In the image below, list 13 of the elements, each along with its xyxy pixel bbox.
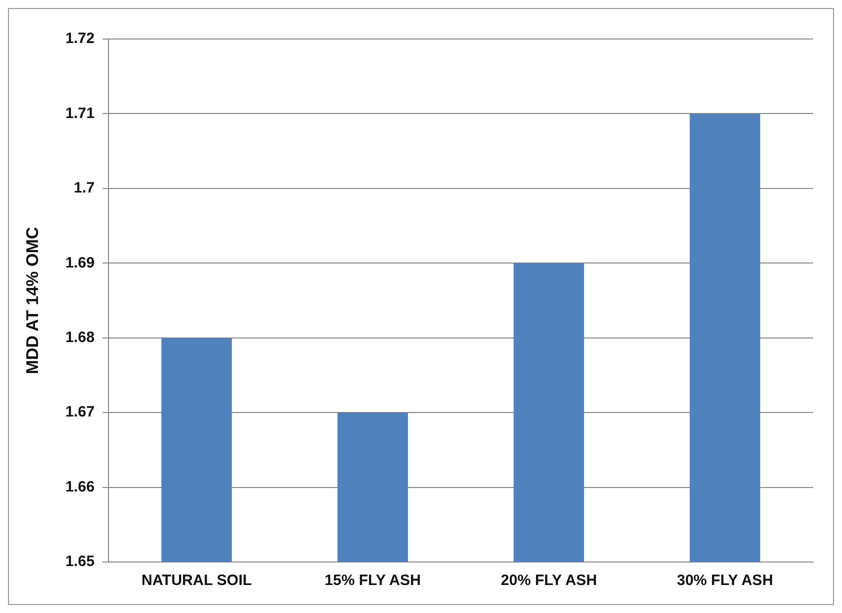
x-tick-label: 30% FLY ASH: [676, 572, 774, 590]
y-tick-label: 1.68: [65, 329, 95, 346]
y-axis-title: MDD AT 14% OMC: [22, 226, 42, 374]
y-tick-label: 1.71: [65, 104, 95, 122]
x-tick-label: 15% FLY ASH: [324, 572, 421, 590]
y-tick-label: 1.72: [65, 30, 95, 48]
x-tick-label: NATURAL SOIL: [142, 572, 252, 590]
y-tick-label: 1.66: [65, 478, 95, 496]
y-tick-label: 1.69: [65, 254, 95, 272]
y-tick-label: 1.65: [65, 553, 95, 570]
x-tick-label: 20% FLY ASH: [500, 572, 597, 590]
y-tick-label: 1.7: [74, 180, 95, 197]
y-tick-label: 1.67: [65, 404, 95, 421]
